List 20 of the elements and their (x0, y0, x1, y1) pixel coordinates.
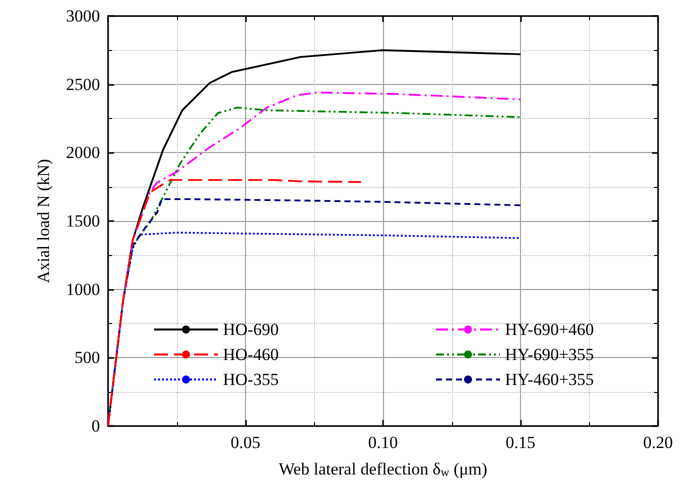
y-tick-label: 1000 (66, 280, 100, 299)
legend-label: HO-690 (223, 320, 279, 339)
legend-label: HY-690+460 (505, 320, 594, 339)
legend-label: HO-355 (223, 370, 279, 389)
y-tick-label: 500 (74, 348, 100, 368)
x-axis-title: Web lateral deflection δw (μm) (278, 460, 488, 479)
legend-label: HO-460 (223, 345, 279, 364)
y-tick-label: 2000 (66, 143, 100, 162)
x-tick-label: 0.05 (230, 433, 260, 452)
x-tick-label: 0.15 (506, 433, 536, 452)
line-series (107, 179, 362, 427)
x-tick-label: 0.20 (643, 433, 673, 452)
y-axis-title: Axial load N (kN) (34, 158, 53, 284)
y-tick-label: 0 (92, 416, 100, 436)
y-tick-label: 1500 (66, 212, 100, 230)
legend-label: HY-460+355 (505, 370, 594, 389)
y-tick-label: 2500 (66, 74, 100, 94)
legend-label: HY-690+355 (505, 345, 594, 364)
y-tick-label: 3000 (66, 6, 100, 26)
x-tick-label: 0.10 (368, 433, 398, 452)
